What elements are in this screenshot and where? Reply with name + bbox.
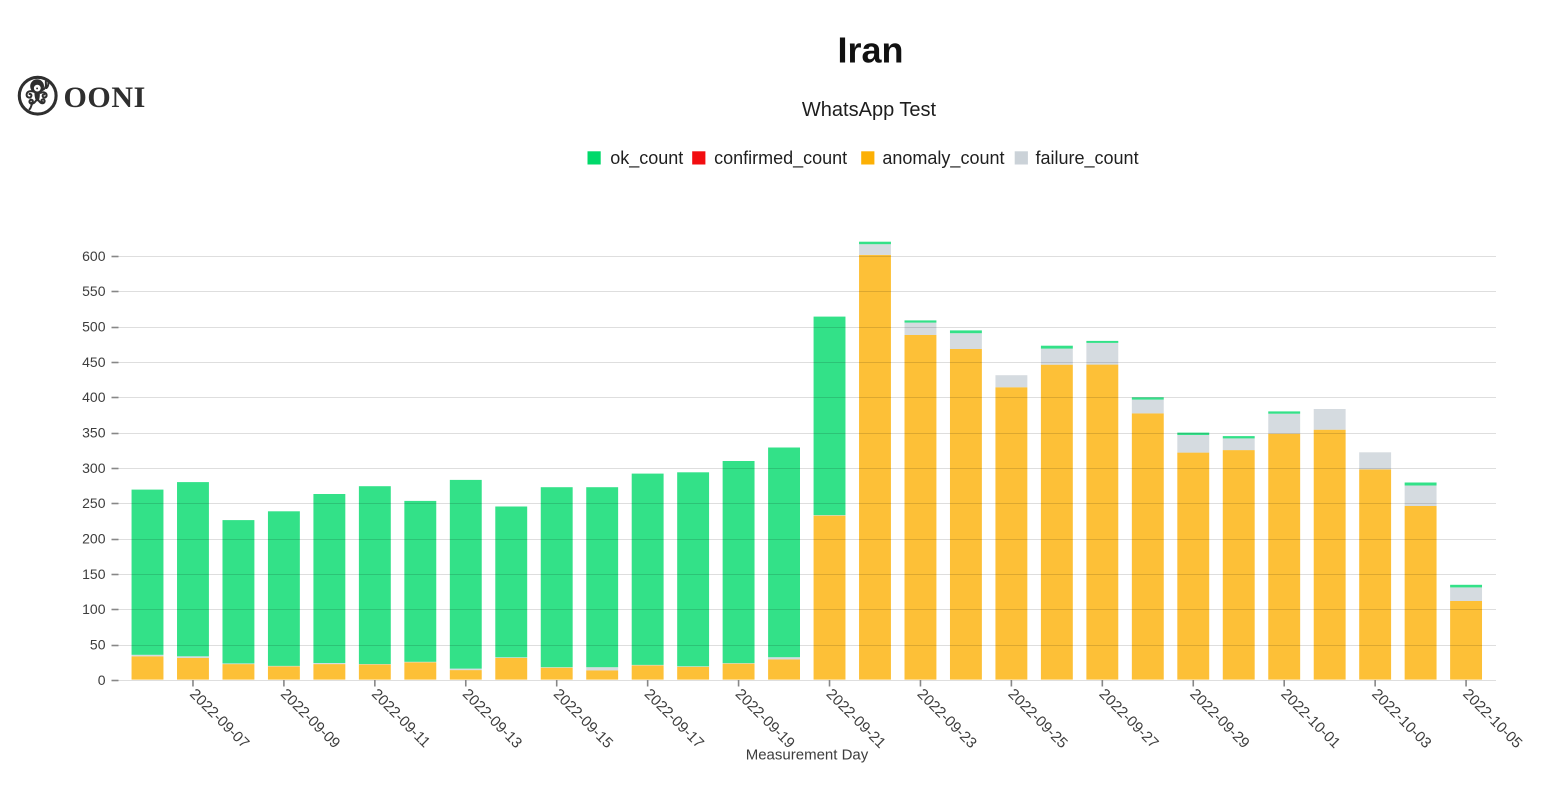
svg-text:50: 50: [90, 637, 106, 653]
svg-text:failure_count: failure_count: [1036, 148, 1139, 169]
svg-text:Iran: Iran: [837, 30, 903, 71]
svg-text:350: 350: [82, 425, 106, 441]
svg-text:OONI: OONI: [64, 81, 146, 114]
svg-text:confirmed_count: confirmed_count: [714, 148, 847, 169]
svg-text:anomaly_count: anomaly_count: [882, 148, 1004, 169]
svg-text:600: 600: [82, 248, 106, 264]
svg-text:ok_count: ok_count: [610, 148, 683, 169]
svg-text:200: 200: [82, 531, 106, 547]
svg-text:150: 150: [82, 566, 106, 582]
svg-text:500: 500: [82, 319, 106, 335]
svg-text:250: 250: [82, 495, 106, 511]
svg-text:450: 450: [82, 354, 106, 370]
svg-text:WhatsApp Test: WhatsApp Test: [802, 99, 937, 121]
svg-text:550: 550: [82, 283, 106, 299]
svg-text:300: 300: [82, 460, 106, 476]
svg-text:Measurement Day: Measurement Day: [746, 747, 869, 764]
svg-text:400: 400: [82, 389, 106, 405]
svg-text:100: 100: [82, 601, 106, 617]
svg-text:0: 0: [98, 672, 106, 688]
